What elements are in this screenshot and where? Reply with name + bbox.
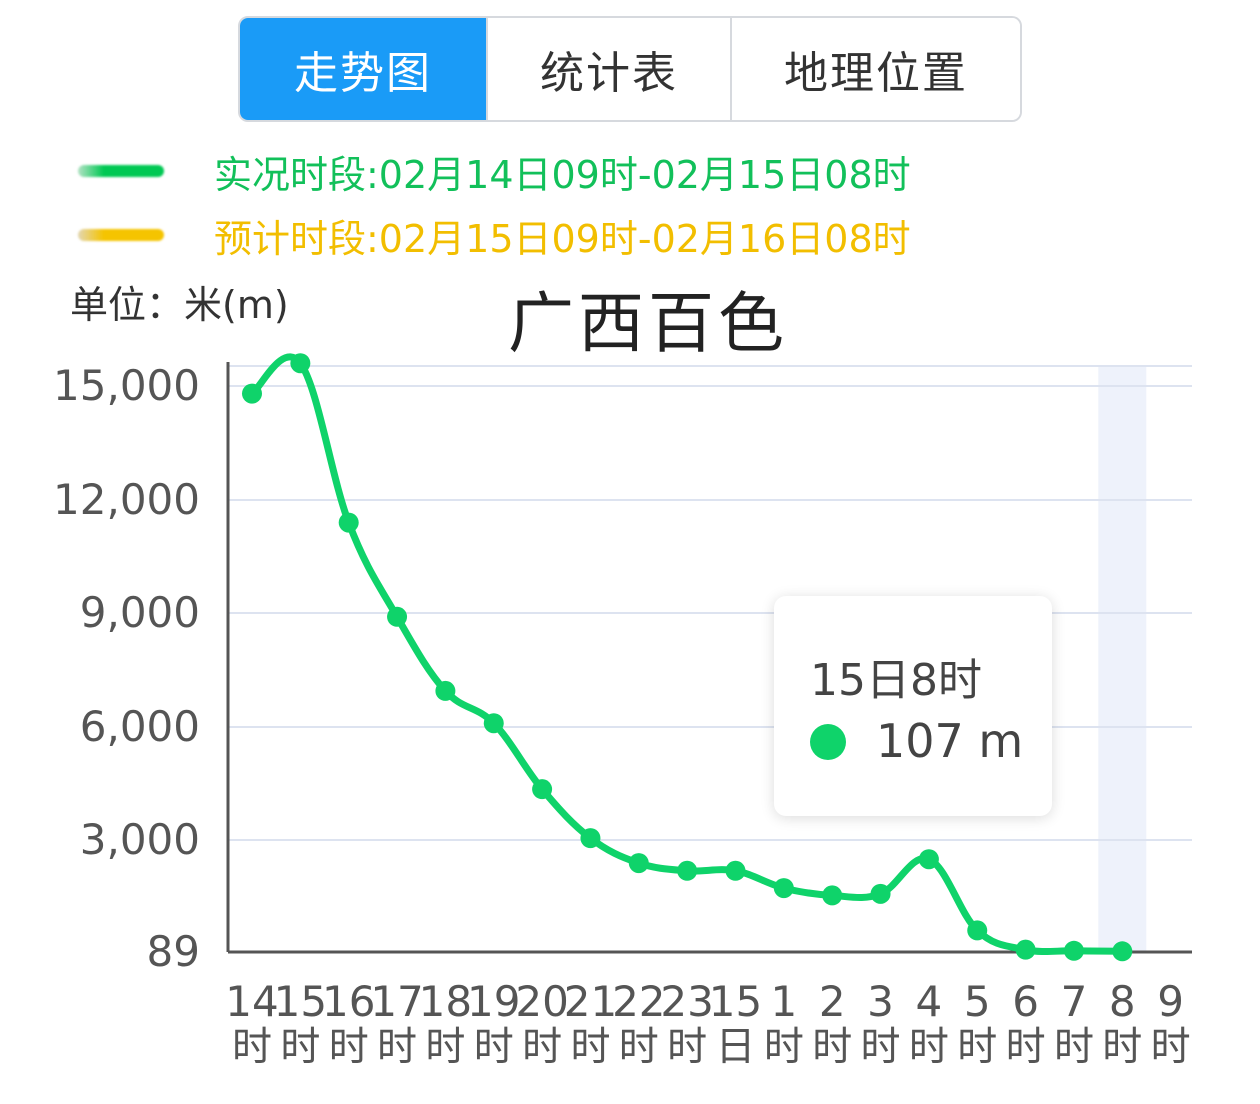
x-tick-label-unit: 时 <box>1006 1024 1046 1070</box>
x-tick-label-unit: 时 <box>861 1024 901 1070</box>
chart-title: 广西百色 <box>508 285 788 362</box>
x-tick-label-unit: 时 <box>957 1024 997 1070</box>
data-point <box>725 860 746 881</box>
tab-trend[interactable]: 走势图 <box>240 18 488 120</box>
x-tick-label: 14 <box>225 977 278 1026</box>
data-point <box>773 878 794 899</box>
data-point <box>918 849 939 870</box>
x-tick-label: 16 <box>322 977 375 1026</box>
x-tick-label: 3 <box>867 977 894 1026</box>
x-tick-label: 9 <box>1157 977 1184 1026</box>
x-tick-label-unit: 时 <box>619 1024 659 1070</box>
x-tick-label: 21 <box>564 977 617 1026</box>
tab-bar: 走势图 统计表 地理位置 <box>238 16 1022 122</box>
y-tick-label: 6,000 <box>80 702 200 751</box>
data-point <box>822 885 843 906</box>
chart-tooltip: 15日8时 107 m <box>774 596 1052 816</box>
x-tick-label: 8 <box>1109 977 1136 1026</box>
legend-forecast-swatch <box>78 229 164 241</box>
x-tick-label: 6 <box>1012 977 1039 1026</box>
data-point <box>1063 940 1084 961</box>
data-point <box>580 828 601 849</box>
x-tick-label-unit: 时 <box>280 1024 320 1070</box>
tooltip-series-dot <box>810 724 846 760</box>
x-tick-label: 23 <box>660 977 713 1026</box>
x-tick-label: 4 <box>916 977 943 1026</box>
x-tick-label: 22 <box>612 977 665 1026</box>
data-point <box>483 713 504 734</box>
data-point <box>1015 939 1036 960</box>
x-tick-label-unit: 时 <box>764 1024 804 1070</box>
x-tick-label-unit: 时 <box>474 1024 514 1070</box>
legend-observed-swatch <box>78 165 164 177</box>
y-tick-label: 9,000 <box>80 588 200 637</box>
x-tick-label: 18 <box>419 977 472 1026</box>
y-tick-label: 12,000 <box>53 475 200 524</box>
x-tick-label-unit: 时 <box>377 1024 417 1070</box>
x-tick-label-unit: 时 <box>1151 1024 1191 1070</box>
series-line <box>248 353 1126 956</box>
x-tick-label: 15 <box>709 977 762 1026</box>
tab-statistics[interactable]: 统计表 <box>488 18 732 120</box>
y-tick-label: 3,000 <box>80 815 200 864</box>
data-point <box>677 860 698 881</box>
x-tick-label-unit: 时 <box>232 1024 272 1070</box>
legend-observed[interactable]: 实况时段:02月14日09时-02月15日08时 <box>78 146 911 197</box>
x-tick-label: 20 <box>515 977 568 1026</box>
x-tick-label: 2 <box>819 977 846 1026</box>
x-tick-label-unit: 时 <box>329 1024 369 1070</box>
x-tick-label-unit: 时 <box>909 1024 949 1070</box>
x-tick-label-unit: 时 <box>425 1024 465 1070</box>
data-point <box>387 606 408 627</box>
data-point <box>870 883 891 904</box>
tab-location[interactable]: 地理位置 <box>732 18 1020 120</box>
x-tick-label: 1 <box>770 977 797 1026</box>
x-tick-label-unit: 日 <box>716 1024 756 1070</box>
legend-observed-label: 实况时段:02月14日09时-02月15日08时 <box>214 152 911 197</box>
data-point <box>290 353 311 374</box>
tooltip-value: 107 m <box>876 714 1024 768</box>
data-point <box>242 383 262 404</box>
data-point <box>628 853 649 874</box>
unit-label: 单位：米(m) <box>70 283 289 327</box>
tooltip-time: 15日8时 <box>810 655 982 706</box>
x-tick-label-unit: 时 <box>570 1024 610 1070</box>
x-tick-label-unit: 时 <box>1102 1024 1142 1070</box>
y-tick-label: 89 <box>147 927 200 976</box>
x-tick-label-unit: 时 <box>812 1024 852 1070</box>
x-tick-label: 17 <box>370 977 423 1026</box>
data-point <box>435 680 456 701</box>
x-tick-label: 15 <box>274 977 327 1026</box>
x-tick-label-unit: 时 <box>1054 1024 1094 1070</box>
legend-forecast-label: 预计时段:02月15日09时-02月16日08时 <box>214 216 911 261</box>
x-tick-label-unit: 时 <box>522 1024 562 1070</box>
x-tick-label: 19 <box>467 977 520 1026</box>
x-tick-label: 7 <box>1061 977 1088 1026</box>
y-tick-label: 15,000 <box>53 361 200 410</box>
x-tick-label-unit: 时 <box>667 1024 707 1070</box>
data-point <box>967 920 988 941</box>
data-point <box>532 779 553 800</box>
highlight-band <box>1098 366 1147 952</box>
data-point <box>1112 941 1133 962</box>
x-tick-label: 5 <box>964 977 991 1026</box>
legend-forecast[interactable]: 预计时段:02月15日09时-02月16日08时 <box>78 210 911 261</box>
data-point <box>338 512 359 533</box>
